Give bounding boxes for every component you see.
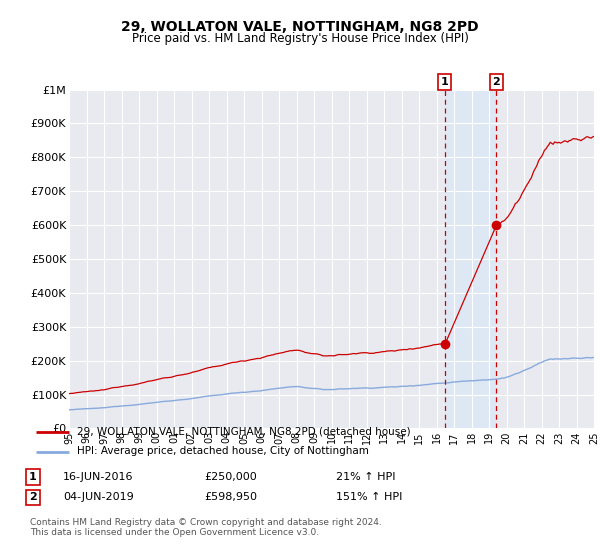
Text: Contains HM Land Registry data © Crown copyright and database right 2024.
This d: Contains HM Land Registry data © Crown c… <box>30 518 382 538</box>
Bar <box>445 90 496 428</box>
Text: HPI: Average price, detached house, City of Nottingham: HPI: Average price, detached house, City… <box>77 446 369 456</box>
Text: 29, WOLLATON VALE, NOTTINGHAM, NG8 2PD: 29, WOLLATON VALE, NOTTINGHAM, NG8 2PD <box>121 20 479 34</box>
Text: 16-JUN-2016: 16-JUN-2016 <box>63 472 133 482</box>
Text: 2: 2 <box>493 77 500 87</box>
Text: 1: 1 <box>440 77 448 87</box>
Text: 04-JUN-2019: 04-JUN-2019 <box>63 492 134 502</box>
Text: 151% ↑ HPI: 151% ↑ HPI <box>336 492 403 502</box>
Text: 1: 1 <box>29 472 37 482</box>
Text: 29, WOLLATON VALE, NOTTINGHAM, NG8 2PD (detached house): 29, WOLLATON VALE, NOTTINGHAM, NG8 2PD (… <box>77 427 410 437</box>
Text: 21% ↑ HPI: 21% ↑ HPI <box>336 472 395 482</box>
Text: £598,950: £598,950 <box>204 492 257 502</box>
Text: £250,000: £250,000 <box>204 472 257 482</box>
Text: Price paid vs. HM Land Registry's House Price Index (HPI): Price paid vs. HM Land Registry's House … <box>131 32 469 45</box>
Text: 2: 2 <box>29 492 37 502</box>
